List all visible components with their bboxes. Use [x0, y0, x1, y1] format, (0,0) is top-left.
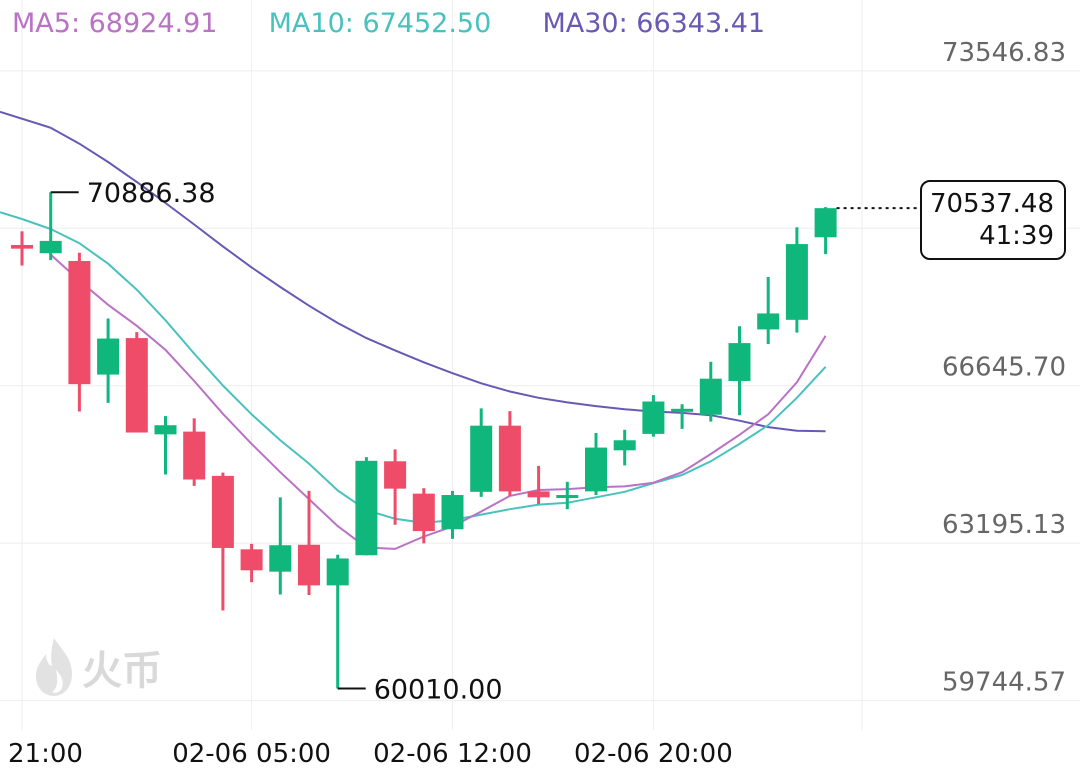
- ma30-line-lead: [0, 110, 52, 129]
- ma5-legend-label: MA5: 68924.91: [12, 8, 218, 39]
- candle: [154, 416, 177, 475]
- y-axis-tick-label: 73546.83: [942, 38, 1066, 68]
- candle-body: [642, 401, 665, 434]
- candle: [785, 227, 808, 333]
- candle: [642, 395, 665, 437]
- candle: [441, 490, 464, 539]
- candle: [240, 543, 263, 583]
- candle: [412, 488, 435, 544]
- candle: [585, 432, 607, 496]
- candle: [326, 554, 349, 689]
- candle: [39, 192, 62, 261]
- candle: [498, 411, 521, 496]
- candle-body: [11, 245, 33, 249]
- candle-body: [671, 408, 694, 412]
- candle-body: [814, 208, 837, 238]
- candle-body: [527, 491, 550, 498]
- y-axis-tick-label: 63195.13: [942, 510, 1066, 540]
- candle-body: [699, 378, 722, 415]
- current-price-tag[interactable]: 70537.48 41:39: [920, 180, 1066, 260]
- candle-body: [183, 431, 206, 480]
- low-price-label: 60010.00: [374, 674, 503, 705]
- candle-body: [728, 343, 751, 381]
- candle: [384, 449, 407, 525]
- candle-body: [269, 545, 292, 572]
- candle: [757, 276, 780, 345]
- candle: [814, 207, 837, 255]
- candle-body: [757, 313, 780, 330]
- candle-body: [211, 475, 234, 548]
- x-axis-tick-label: 02-06 12:00: [373, 739, 532, 769]
- candle: [125, 332, 148, 433]
- candle: [355, 457, 378, 556]
- ma-legend: MA5: 68924.91 MA10: 67452.50 MA30: 66343…: [12, 8, 765, 39]
- candle-body: [384, 461, 407, 489]
- candle: [183, 418, 206, 486]
- candle-body: [441, 495, 464, 530]
- huobi-watermark: 火币: [32, 636, 162, 698]
- candle-countdown: 41:39: [979, 221, 1054, 251]
- candle-body: [355, 460, 378, 556]
- candle-body: [613, 440, 636, 451]
- candle: [728, 326, 751, 416]
- candle: [269, 497, 292, 595]
- candle-body: [97, 338, 120, 375]
- ma30-legend-label: MA30: 66343.41: [542, 8, 766, 39]
- flame-logo-icon: [36, 638, 72, 696]
- x-axis-tick-label: 02-06 20:00: [574, 739, 733, 769]
- candle: [699, 361, 722, 422]
- candle-body: [298, 544, 320, 586]
- y-axis-tick-label: 59744.57: [942, 668, 1066, 698]
- candle-body: [326, 558, 349, 586]
- candle-body: [125, 338, 148, 433]
- candle: [613, 429, 636, 466]
- candle: [211, 472, 234, 611]
- candle-body: [39, 240, 62, 254]
- candle-body: [154, 425, 177, 435]
- ma10-line-lead: [0, 211, 23, 220]
- candle-body: [498, 425, 521, 492]
- ma30-line: [50, 126, 826, 433]
- candle-body: [470, 425, 493, 492]
- ma10-legend-label: MA10: 67452.50: [268, 8, 492, 39]
- candle: [671, 404, 694, 429]
- candle: [298, 490, 320, 595]
- candle: [556, 481, 579, 510]
- candle: [470, 408, 493, 497]
- candle-body: [556, 495, 579, 499]
- candle-body: [412, 493, 435, 532]
- high-price-label: 70886.38: [87, 178, 216, 209]
- candle: [527, 465, 550, 505]
- y-axis-tick-label: 66645.70: [942, 353, 1066, 383]
- candle: [11, 231, 33, 266]
- x-axis-tick-label: 02-06 05:00: [172, 739, 331, 769]
- candle: [97, 318, 120, 403]
- candle-body: [68, 260, 91, 385]
- watermark-text: 火币: [82, 648, 162, 694]
- candle-body: [240, 549, 263, 571]
- current-price-value: 70537.48: [929, 189, 1054, 219]
- ma5-line: [50, 253, 827, 550]
- candle-body: [585, 447, 607, 492]
- candle: [68, 252, 91, 412]
- candle-body: [785, 244, 808, 320]
- x-axis-tick-label: 21:00: [8, 739, 83, 769]
